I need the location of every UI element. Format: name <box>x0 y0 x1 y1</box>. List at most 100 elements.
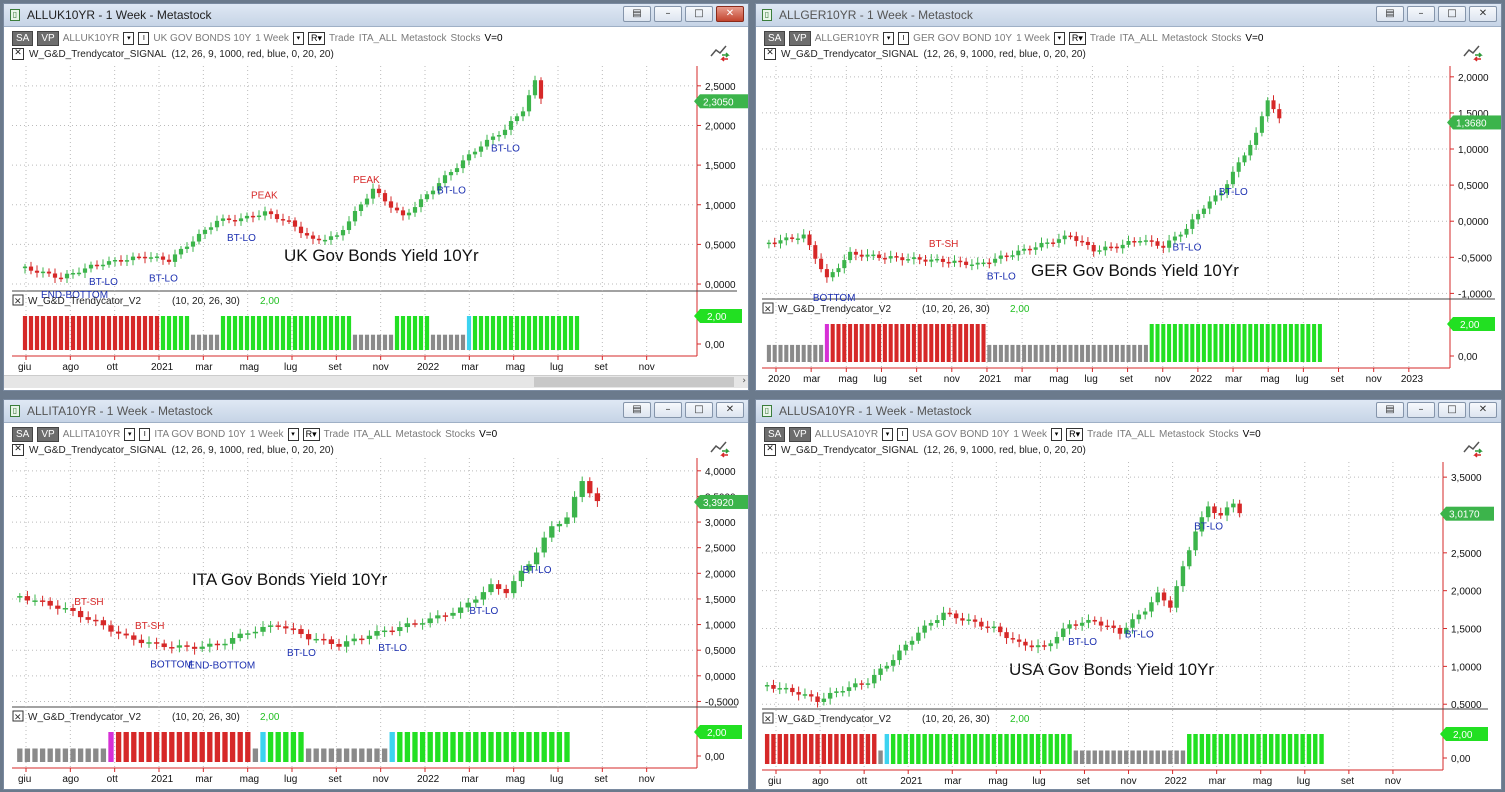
close-indicator-icon[interactable]: ✕ <box>12 444 24 456</box>
window-usa[interactable]: ▯ ALLUSA10YR - 1 Week - Metastock ▤ – □ … <box>755 399 1502 790</box>
minimize-button[interactable]: – <box>1407 6 1435 22</box>
period-dropdown-icon[interactable]: ▾ <box>1051 427 1063 441</box>
trend-chart-icon[interactable] <box>1463 44 1483 62</box>
sub-indicator-name[interactable]: W_G&D_Trendycator_V2 <box>28 296 141 307</box>
trend-bar <box>1268 734 1274 764</box>
sa-button[interactable]: SA <box>12 426 34 442</box>
trend-bar <box>518 732 525 762</box>
vp-button[interactable]: VP <box>789 30 811 46</box>
minimize-button[interactable]: – <box>654 6 682 22</box>
symbol-dropdown-icon[interactable]: ▾ <box>123 31 135 45</box>
r-button[interactable]: R▾ <box>307 31 325 45</box>
sa-button[interactable]: SA <box>764 30 786 46</box>
symbol-dropdown-icon[interactable]: ▾ <box>882 427 894 441</box>
close-indicator-icon[interactable] <box>12 294 24 306</box>
trend-bar <box>328 316 334 350</box>
r-button[interactable]: R▾ <box>1068 31 1086 45</box>
minimize-button[interactable]: – <box>654 402 682 418</box>
security-info-icon[interactable]: I <box>138 31 150 45</box>
price-chart[interactable]: 3,50003,00002,50002,00001,50001,00000,50… <box>756 400 1502 790</box>
minimize-button[interactable]: – <box>1407 402 1435 418</box>
signal-indicator-name[interactable]: W_G&D_Trendycator_SIGNAL <box>781 444 919 456</box>
close-button[interactable]: ✕ <box>1469 402 1497 418</box>
close-indicator-icon[interactable]: ✕ <box>764 444 776 456</box>
vp-button[interactable]: VP <box>37 30 59 46</box>
close-button[interactable]: ✕ <box>1469 6 1497 22</box>
price-chart[interactable]: 2,0000 1,5000 1,0000 0,5000 0,0000 -0,5000 -1,… <box>756 4 1502 391</box>
candle-body <box>376 188 382 194</box>
last-value-badge <box>700 94 748 109</box>
sub-indicator-name[interactable]: W_G&D_Trendycator_V2 <box>28 712 141 723</box>
chart-properties-icon[interactable]: ▤ <box>623 402 651 418</box>
close-indicator-icon[interactable] <box>762 712 774 724</box>
trend-bar <box>85 748 91 762</box>
trend-bar <box>1092 750 1097 764</box>
maximize-button[interactable]: □ <box>1438 6 1466 22</box>
window-titlebar[interactable]: ▯ ALLUK10YR - 1 Week - Metastock ▤ – □ ✕ <box>4 4 748 27</box>
security-info-icon[interactable]: I <box>139 427 151 441</box>
close-indicator-icon[interactable]: ✕ <box>12 48 24 60</box>
chart-properties-icon[interactable]: ▤ <box>623 6 651 22</box>
security-info-icon[interactable]: I <box>897 427 909 441</box>
window-titlebar[interactable]: ▯ ALLGER10YR - 1 Week - Metastock ▤ – □ … <box>756 4 1501 27</box>
trend-chart-icon[interactable] <box>1463 440 1483 458</box>
close-button[interactable]: ✕ <box>716 402 744 418</box>
candle-body <box>1248 144 1253 156</box>
sub-indicator-name[interactable]: W_G&D_Trendycator_V2 <box>778 304 891 315</box>
trend-bar <box>1142 750 1148 764</box>
chart-properties-icon[interactable]: ▤ <box>1376 6 1404 22</box>
trend-chart-icon[interactable] <box>710 440 730 458</box>
close-indicator-icon[interactable] <box>762 302 774 314</box>
r-label: R <box>1071 32 1079 43</box>
candle-body <box>142 256 148 259</box>
window-ita[interactable]: ▯ ALLITA10YR - 1 Week - Metastock ▤ – □ … <box>3 399 749 790</box>
close-indicator-icon[interactable]: ✕ <box>764 48 776 60</box>
trend-bar <box>88 316 94 350</box>
candle-body <box>1199 517 1205 532</box>
period-dropdown-icon[interactable]: ▾ <box>292 31 304 45</box>
sa-button[interactable]: SA <box>12 30 34 46</box>
trend-bar <box>821 734 827 764</box>
maximize-button[interactable]: □ <box>1438 402 1466 418</box>
r-button[interactable]: R▾ <box>302 427 320 441</box>
trend-bar <box>897 734 902 764</box>
horizontal-scrollbar[interactable]: › <box>4 375 748 388</box>
scroll-right-icon[interactable]: › <box>742 376 746 386</box>
signal-indicator-name[interactable]: W_G&D_Trendycator_SIGNAL <box>781 48 919 60</box>
trend-bar <box>39 748 46 762</box>
scrollbar-thumb[interactable] <box>534 377 734 387</box>
sub-indicator-name[interactable]: W_G&D_Trendycator_V2 <box>778 714 891 725</box>
candle-body <box>1143 240 1148 242</box>
y-tick-label: 0,5000 <box>705 646 736 657</box>
period-label: 1 Week <box>249 428 284 440</box>
signal-indicator-name[interactable]: W_G&D_Trendycator_SIGNAL <box>29 444 167 456</box>
price-chart[interactable]: 2,5000 2,0000 1,5000 1,0000 0,5000 0,0000 giu a… <box>4 4 749 391</box>
symbol-dropdown-icon[interactable]: ▾ <box>883 31 895 45</box>
price-chart[interactable]: 4,00003,50003,00002,50002,00001,50001,00… <box>4 400 749 790</box>
symbol-dropdown-icon[interactable]: ▾ <box>124 427 136 441</box>
trend-chart-icon[interactable] <box>710 44 730 62</box>
security-info-icon[interactable]: I <box>898 31 910 45</box>
signal-indicator-name[interactable]: W_G&D_Trendycator_SIGNAL <box>29 48 167 60</box>
maximize-button[interactable]: □ <box>685 402 713 418</box>
period-dropdown-icon[interactable]: ▾ <box>287 427 299 441</box>
window-ger[interactable]: ▯ ALLGER10YR - 1 Week - Metastock ▤ – □ … <box>755 3 1502 391</box>
window-uk[interactable]: ▯ ALLUK10YR - 1 Week - Metastock ▤ – □ ✕… <box>3 3 749 391</box>
maximize-button[interactable]: □ <box>685 6 713 22</box>
window-titlebar[interactable]: ▯ ALLUSA10YR - 1 Week - Metastock ▤ – □ … <box>756 400 1501 423</box>
period-dropdown-icon[interactable]: ▾ <box>1053 31 1065 45</box>
close-indicator-icon[interactable] <box>12 710 24 722</box>
candle-body <box>424 194 430 200</box>
sa-button[interactable]: SA <box>764 426 786 442</box>
window-titlebar[interactable]: ▯ ALLITA10YR - 1 Week - Metastock ▤ – □ … <box>4 400 748 423</box>
vp-button[interactable]: VP <box>789 426 811 442</box>
chart-properties-icon[interactable]: ▤ <box>1376 402 1404 418</box>
close-button[interactable]: ✕ <box>716 6 744 22</box>
r-button[interactable]: R▾ <box>1066 427 1084 441</box>
candle-body <box>1207 201 1212 209</box>
candle-body <box>790 237 795 239</box>
candle-body <box>541 537 547 553</box>
candle-body <box>802 694 808 696</box>
sub-last-value-pointer <box>1440 727 1446 741</box>
vp-button[interactable]: VP <box>37 426 59 442</box>
